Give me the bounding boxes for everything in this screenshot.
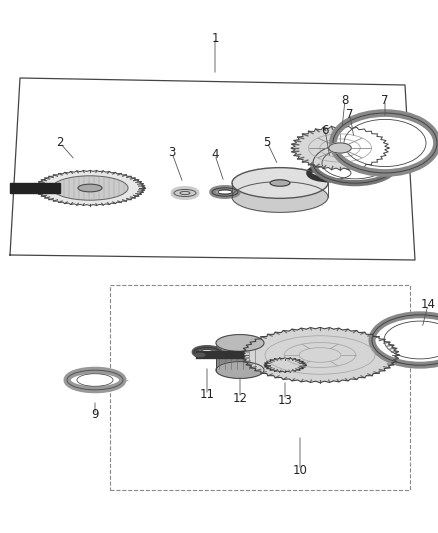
Ellipse shape — [329, 143, 351, 153]
Text: 2: 2 — [56, 136, 64, 149]
Text: 4: 4 — [211, 149, 219, 161]
Ellipse shape — [245, 329, 395, 381]
Text: 3: 3 — [168, 147, 176, 159]
Text: 7: 7 — [346, 109, 354, 122]
Ellipse shape — [270, 180, 290, 186]
FancyBboxPatch shape — [216, 343, 264, 370]
Text: 8: 8 — [341, 93, 349, 107]
Text: 9: 9 — [91, 408, 99, 422]
Text: 14: 14 — [420, 298, 435, 311]
Text: 6: 6 — [321, 124, 329, 136]
Text: 5: 5 — [263, 135, 271, 149]
Text: 12: 12 — [233, 392, 247, 405]
Ellipse shape — [232, 168, 328, 198]
Ellipse shape — [194, 348, 220, 357]
Ellipse shape — [67, 370, 123, 390]
Ellipse shape — [52, 176, 128, 200]
Ellipse shape — [78, 184, 102, 192]
Ellipse shape — [216, 335, 264, 351]
Text: 11: 11 — [199, 389, 215, 401]
Ellipse shape — [212, 188, 238, 196]
Bar — [10, 183, 60, 193]
Ellipse shape — [195, 353, 205, 357]
Ellipse shape — [216, 361, 264, 378]
Ellipse shape — [295, 128, 385, 168]
Ellipse shape — [174, 189, 196, 197]
Ellipse shape — [313, 143, 397, 183]
Ellipse shape — [38, 172, 142, 205]
Text: 13: 13 — [278, 393, 293, 407]
Ellipse shape — [309, 166, 351, 180]
Ellipse shape — [267, 359, 303, 372]
Text: 1: 1 — [211, 31, 219, 44]
Ellipse shape — [333, 113, 437, 173]
Text: 7: 7 — [381, 93, 389, 107]
Ellipse shape — [372, 315, 438, 365]
Text: 10: 10 — [293, 464, 307, 477]
Ellipse shape — [232, 182, 328, 212]
